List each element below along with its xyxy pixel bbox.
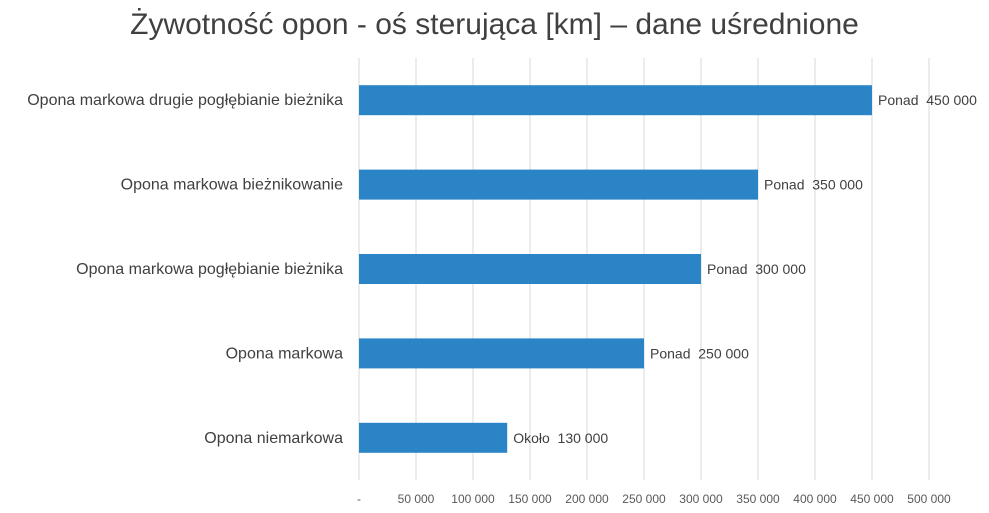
x-tick-label-3: 150 000 bbox=[508, 492, 552, 506]
bar-0 bbox=[359, 85, 872, 116]
chart-title: Żywotność opon - oś sterująca [km] – dan… bbox=[130, 8, 859, 41]
data-label-3: Ponad 250 000 bbox=[650, 345, 749, 361]
category-label-0: Opona markowa drugie pogłębianie bieżnik… bbox=[27, 92, 343, 109]
x-tick-label-7: 350 000 bbox=[736, 492, 780, 506]
category-labels: Opona markowa drugie pogłębianie bieżnik… bbox=[27, 92, 343, 447]
x-tick-label-10: 500 000 bbox=[907, 492, 951, 506]
data-label-0: Ponad 450 000 bbox=[878, 92, 977, 108]
x-tick-label-2: 100 000 bbox=[451, 492, 495, 506]
category-label-1: Opona markowa bieżnikowanie bbox=[121, 177, 343, 194]
x-tick-label-6: 300 000 bbox=[679, 492, 723, 506]
x-tick-label-1: 50 000 bbox=[398, 492, 435, 506]
x-tick-label-4: 200 000 bbox=[565, 492, 609, 506]
bar-1 bbox=[359, 169, 758, 200]
x-axis-tick-labels: - 50 000 100 000 150 000 200 000 250 000 300 0… bbox=[357, 492, 951, 506]
category-label-2: Opona markowa pogłębianie bieżnika bbox=[76, 261, 343, 278]
x-tick-label-0: - bbox=[357, 492, 361, 506]
data-labels: Ponad 450 000 Ponad 350 000 Ponad 300 000 P… bbox=[513, 92, 977, 446]
data-label-4: Około 130 000 bbox=[513, 430, 608, 446]
x-tick-label-9: 450 000 bbox=[850, 492, 894, 506]
bar-4 bbox=[359, 422, 508, 453]
data-label-2: Ponad 300 000 bbox=[707, 261, 806, 277]
category-label-3: Opona markowa bbox=[226, 345, 343, 362]
data-label-1: Ponad 350 000 bbox=[764, 177, 863, 193]
x-tick-label-8: 400 000 bbox=[793, 492, 837, 506]
x-tick-label-5: 250 000 bbox=[622, 492, 666, 506]
bars bbox=[359, 85, 872, 453]
bar-3 bbox=[359, 338, 644, 369]
category-label-4: Opona niemarkowa bbox=[204, 430, 343, 447]
bar-2 bbox=[359, 254, 701, 284]
